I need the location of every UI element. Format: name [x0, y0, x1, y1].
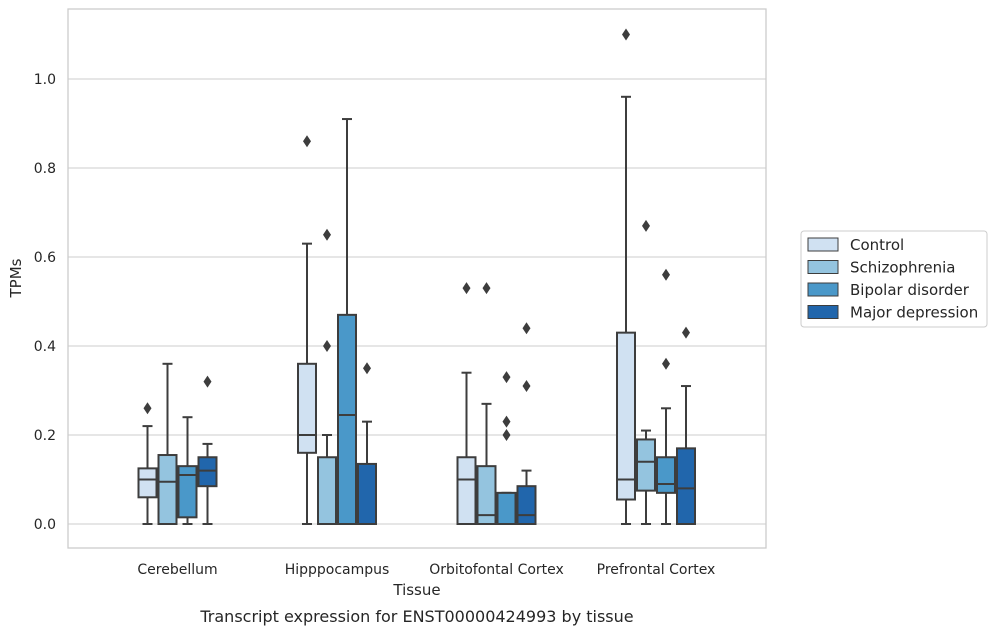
chart-caption: Transcript expression for ENST0000042499…	[199, 607, 633, 626]
box-group	[656, 268, 676, 525]
box-outlier	[522, 380, 531, 393]
boxes	[137, 28, 696, 526]
box-outlier	[363, 362, 371, 375]
box-outlier	[462, 282, 471, 295]
box-outlier	[323, 228, 331, 241]
box-group	[337, 118, 357, 525]
y-tick-label: 0.8	[34, 161, 56, 177]
box-body	[656, 456, 676, 494]
box-outlier	[203, 375, 212, 388]
box-outlier	[143, 402, 152, 415]
box-outlier	[662, 357, 670, 370]
box-group	[616, 28, 636, 525]
y-tick-label: 1.0	[34, 72, 56, 88]
box-body	[496, 491, 517, 526]
x-tick-label: Orbitofontal Cortex	[429, 562, 564, 578]
box-group	[157, 362, 178, 525]
y-tick-labels: 0.0 0.2 0.4 0.6 0.8 1.0	[34, 72, 56, 533]
box-group	[636, 219, 656, 525]
box-body	[456, 456, 477, 525]
box-outlier	[502, 429, 511, 441]
legend: Control Schizophrenia Bipolar disorder Majo…	[800, 230, 988, 328]
box-body	[337, 313, 357, 525]
box-outlier	[642, 219, 650, 232]
legend-label: Major depression	[850, 304, 978, 322]
legend-swatch	[807, 260, 839, 274]
box-body	[297, 362, 317, 454]
box-body	[357, 462, 377, 525]
box-group	[317, 228, 337, 525]
box-body	[676, 447, 696, 526]
box-group	[197, 375, 218, 525]
y-tick-label: 0.0	[34, 517, 56, 533]
box-group	[476, 282, 497, 525]
box-outlier	[482, 282, 491, 295]
y-tick-label: 0.2	[34, 428, 56, 444]
y-tick-label: 0.4	[34, 339, 56, 355]
x-tick-labels: Cerebellum Hipppocampus Orbitofontal Corte…	[137, 562, 715, 578]
legend-frame	[800, 230, 988, 328]
box-body	[157, 454, 178, 525]
box-group	[676, 326, 696, 526]
box-outlier	[522, 322, 531, 335]
box-outlier	[622, 28, 630, 41]
box-body	[197, 456, 218, 488]
box-outlier	[303, 135, 311, 148]
y-axis-label: TPMs	[7, 258, 25, 298]
y-tick-label: 0.6	[34, 250, 56, 266]
plot-frame	[67, 8, 767, 549]
box-group	[456, 282, 477, 525]
box-body	[616, 331, 636, 501]
box-outlier	[323, 340, 331, 352]
box-group	[496, 371, 517, 526]
legend-swatch	[807, 305, 839, 319]
box-body	[177, 465, 198, 519]
legend-label: Bipolar disorder	[850, 281, 970, 299]
box-group	[137, 402, 158, 525]
box-body	[317, 456, 337, 525]
box-body	[137, 467, 158, 499]
x-axis-label: Tissue	[392, 581, 440, 599]
box-body	[636, 438, 656, 492]
x-tick-label: Cerebellum	[137, 562, 217, 578]
box-group	[177, 416, 198, 525]
legend-swatch	[807, 282, 839, 297]
box-body	[516, 485, 537, 525]
box-group	[357, 362, 377, 525]
box-outlier	[502, 371, 511, 384]
legend-label: Schizophrenia	[850, 259, 955, 277]
box-outlier	[502, 415, 511, 428]
box-body	[476, 465, 497, 525]
box-outlier	[662, 268, 670, 281]
x-tick-label: Prefrontal Cortex	[597, 562, 716, 578]
box-group	[516, 322, 537, 525]
legend-swatch	[807, 237, 839, 252]
legend-label: Control	[850, 236, 904, 254]
box-group	[297, 135, 317, 525]
x-tick-label: Hipppocampus	[285, 562, 390, 578]
box-outlier	[682, 326, 690, 339]
